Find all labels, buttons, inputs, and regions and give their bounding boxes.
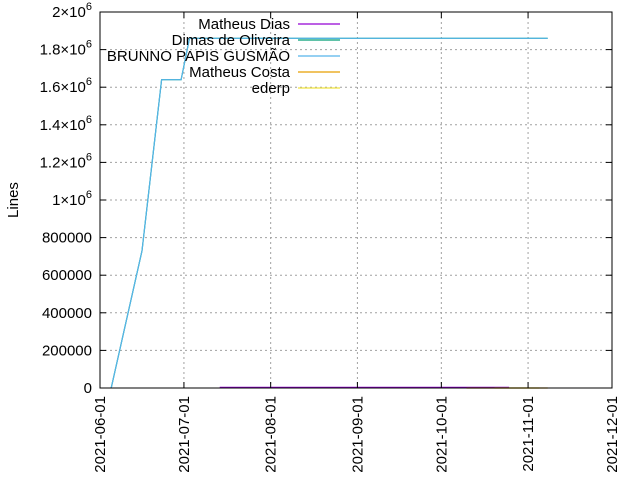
x-tick-label: 2021-12-01 — [604, 396, 621, 473]
x-tick-label: 2021-08-01 — [263, 396, 280, 473]
legend-label: Dimas de Oliveira — [172, 32, 291, 49]
axis-ticks — [99, 11, 613, 389]
x-tick-label: 2021-11-01 — [520, 396, 537, 472]
series-line — [110, 37, 548, 389]
legend-label: Matheus Costa — [189, 64, 291, 81]
y-tick-label: 1.4×106 — [40, 114, 92, 134]
series-lines — [110, 37, 548, 389]
y-axis-title: Lines — [5, 182, 22, 218]
y-tick-label: 1.6×106 — [40, 76, 92, 96]
y-tick-labels: 0 200000 400000 600000 800000 1×106 1.2×106 1.4… — [40, 1, 92, 397]
x-tick-labels: 2021-06-01 2021-07-01 2021-08-01 2021-09-01… — [92, 396, 621, 473]
x-tick-label: 2021-09-01 — [349, 396, 366, 473]
y-tick-label: 400000 — [42, 305, 92, 322]
x-tick-label: 2021-06-01 — [92, 396, 109, 473]
x-tick-label: 2021-07-01 — [176, 396, 193, 473]
y-tick-label: 800000 — [42, 230, 92, 247]
y-tick-label: 1×106 — [52, 189, 92, 209]
legend-label: BRUNNO PAPIS GUSMÃO — [107, 48, 290, 65]
y-tick-label: 0 — [84, 380, 92, 397]
legend-label: ederp — [252, 80, 290, 97]
series-line — [110, 37, 548, 389]
y-tick-label: 600000 — [42, 267, 92, 284]
legend-label: Matheus Dias — [198, 16, 290, 33]
y-tick-label: 1.8×106 — [40, 39, 92, 59]
x-tick-label: 2021-10-01 — [433, 396, 450, 473]
grid-lines — [100, 12, 612, 388]
y-tick-label: 1.2×106 — [40, 151, 92, 171]
y-tick-label: 200000 — [42, 342, 92, 359]
y-tick-label: 2×106 — [52, 1, 92, 21]
